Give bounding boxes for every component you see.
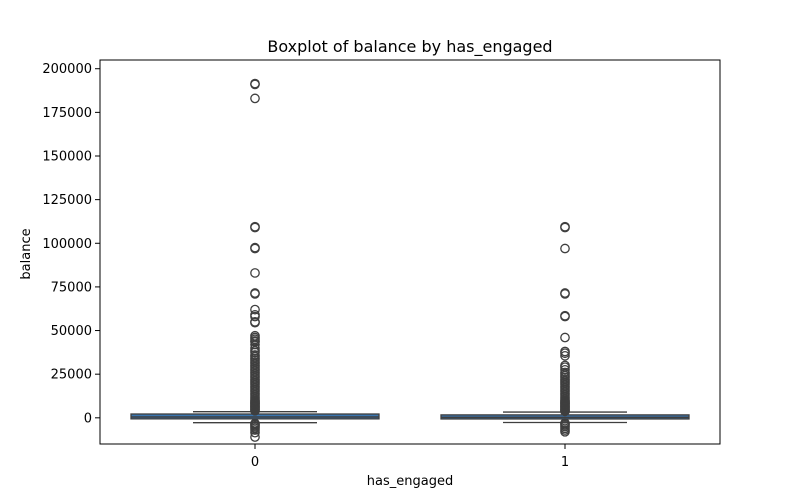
outlier-point — [560, 426, 570, 437]
outlier-point — [250, 311, 260, 322]
outlier-point — [250, 268, 260, 278]
outlier-point — [560, 351, 570, 361]
outlier-point — [250, 425, 260, 435]
outlier-point — [250, 243, 260, 254]
outlier-point — [560, 406, 570, 417]
outlier-point — [560, 332, 570, 343]
plot-area: 0 25000 50000 75000 100000 125000 150000 175000… — [42, 59, 721, 470]
y-axis-label: balance — [19, 228, 34, 279]
y-tick-label: 150000 — [42, 150, 92, 165]
x-axis-label: has_engaged — [367, 474, 453, 489]
y-tick-label: 200000 — [42, 62, 92, 77]
x-tick-label: 1 — [561, 455, 569, 470]
outlier-point — [560, 311, 570, 322]
y-tick-label: 75000 — [51, 280, 92, 295]
y-tick-label: 50000 — [51, 324, 92, 339]
outlier-point — [250, 93, 260, 104]
plot-frame — [99, 59, 721, 445]
outlier-point — [560, 289, 570, 299]
outlier-point — [250, 304, 260, 315]
y-tick-label: 100000 — [42, 237, 92, 252]
outlier-point — [560, 348, 570, 359]
outlier-point — [560, 243, 570, 254]
y-tick-label: 175000 — [42, 106, 92, 121]
chart-title: Boxplot of balance by has_engaged — [267, 37, 552, 57]
outlier-point — [250, 405, 260, 416]
y-tick-label: 125000 — [42, 193, 92, 208]
outlier-point — [250, 289, 260, 299]
y-tick-label: 25000 — [51, 368, 92, 383]
outlier-point — [250, 79, 260, 90]
outlier-point — [560, 222, 570, 233]
outlier-point — [250, 317, 260, 328]
outlier-point — [250, 427, 260, 438]
x-tick-label: 0 — [251, 455, 259, 470]
y-tick-label: 0 — [84, 411, 92, 426]
outlier-point — [250, 222, 260, 233]
outlier-point — [250, 432, 260, 442]
